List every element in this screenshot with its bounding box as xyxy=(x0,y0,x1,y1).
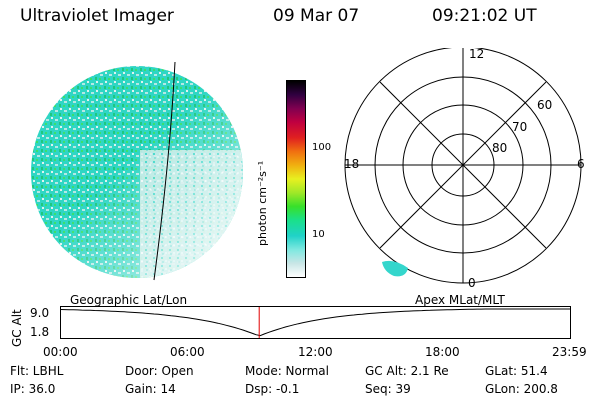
date-label: 09 Mar 07 xyxy=(273,6,360,26)
timeline-axis-title: GC Alt xyxy=(10,309,24,347)
x-tick-2: 12:00 xyxy=(298,345,333,359)
timeline-frame xyxy=(60,306,571,339)
colorbar xyxy=(286,80,306,278)
mlt-label-0: 0 xyxy=(468,276,476,290)
lat-label-70: 70 xyxy=(512,120,528,134)
instrument-title: Ultraviolet Imager xyxy=(20,6,174,26)
x-tick-0: 00:00 xyxy=(43,345,78,359)
lat-label-60: 60 xyxy=(537,98,553,112)
polar-diagonal-2 xyxy=(379,81,547,249)
x-tick-1: 06:00 xyxy=(170,345,205,359)
altitude-curve xyxy=(60,308,571,337)
mlt-label-12: 12 xyxy=(469,47,485,61)
colorbar-tick-100: 100 xyxy=(312,142,332,153)
altitude-timeline xyxy=(60,306,571,339)
info-glat: GLat: 51.4 xyxy=(485,364,548,378)
info-mode: Mode: Normal xyxy=(245,364,329,378)
info-filter: Flt: LBHL xyxy=(10,364,64,378)
colorbar-tick-10: 10 xyxy=(312,229,325,240)
info-seq: Seq: 39 xyxy=(365,382,411,396)
mlt-label-6: 6 xyxy=(577,157,585,171)
timeline-left-title: Geographic Lat/Lon xyxy=(70,293,188,307)
mlt-label-18: 18 xyxy=(344,157,360,171)
info-ip: IP: 36.0 xyxy=(10,382,56,396)
geographic-image xyxy=(31,61,243,281)
lat-label-80: 80 xyxy=(492,141,508,155)
y-label-top: 9.0 xyxy=(30,306,50,320)
polar-plot xyxy=(344,48,582,284)
x-tick-3: 18:00 xyxy=(425,345,460,359)
info-glon: GLon: 200.8 xyxy=(485,382,558,396)
aurora-patch xyxy=(382,260,408,277)
timeline-right-title: Apex MLat/MLT xyxy=(415,293,505,307)
terminator-line xyxy=(153,61,176,281)
x-tick-4: 23:59 xyxy=(552,345,587,359)
info-dsp: Dsp: -0.1 xyxy=(245,382,300,396)
time-label: 09:21:02 UT xyxy=(432,6,537,26)
info-door: Door: Open xyxy=(125,364,194,378)
colorbar-label: photon cm⁻²s⁻¹ xyxy=(256,160,269,246)
info-gc-alt: GC Alt: 2.1 Re xyxy=(365,364,449,378)
y-label-bottom: 1.8 xyxy=(30,325,50,339)
info-gain: Gain: 14 xyxy=(125,382,176,396)
